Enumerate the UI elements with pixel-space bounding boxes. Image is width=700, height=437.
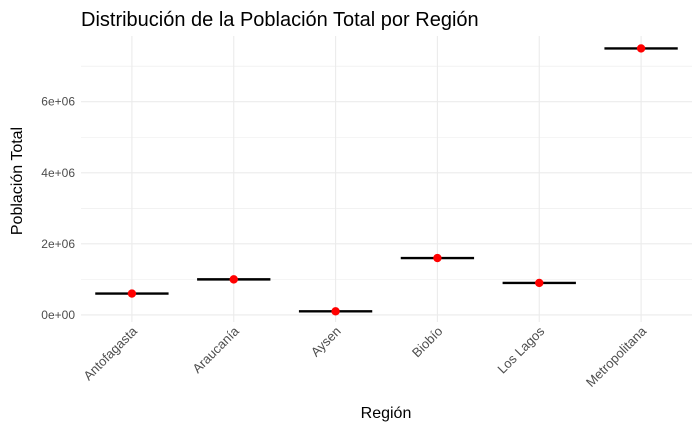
y-tick-label: 4e+06 [41, 166, 75, 180]
x-axis-title: Región [361, 405, 412, 422]
x-axis: Antofagasta Araucanía Aysen Biobío Los Lagos… [80, 323, 649, 390]
x-tick-label: Metropolitana [583, 323, 650, 390]
y-axis-title: Población Total [9, 127, 26, 235]
x-tick-label: Los Lagos [494, 323, 547, 376]
data-point [535, 278, 544, 288]
data-point [636, 44, 646, 53]
data-point [331, 307, 340, 316]
x-tick-label: Antofagasta [80, 323, 140, 383]
y-tick-label: 2e+06 [41, 237, 75, 251]
y-tick-label: 0e+00 [41, 308, 75, 322]
data-point [229, 275, 238, 284]
x-tick-label: Araucanía [189, 323, 242, 376]
chart-title: Distribución de la Población Total por R… [81, 9, 479, 31]
data-point [127, 289, 137, 298]
grid-layer [81, 36, 692, 322]
data-point [433, 253, 442, 263]
y-axis: 0e+00 2e+06 4e+06 6e+06 [41, 95, 75, 322]
x-tick-label: Aysen [308, 324, 344, 360]
marks-layer [95, 44, 678, 316]
y-tick-label: 6e+06 [41, 95, 75, 109]
x-tick-label: Biobío [409, 324, 446, 361]
